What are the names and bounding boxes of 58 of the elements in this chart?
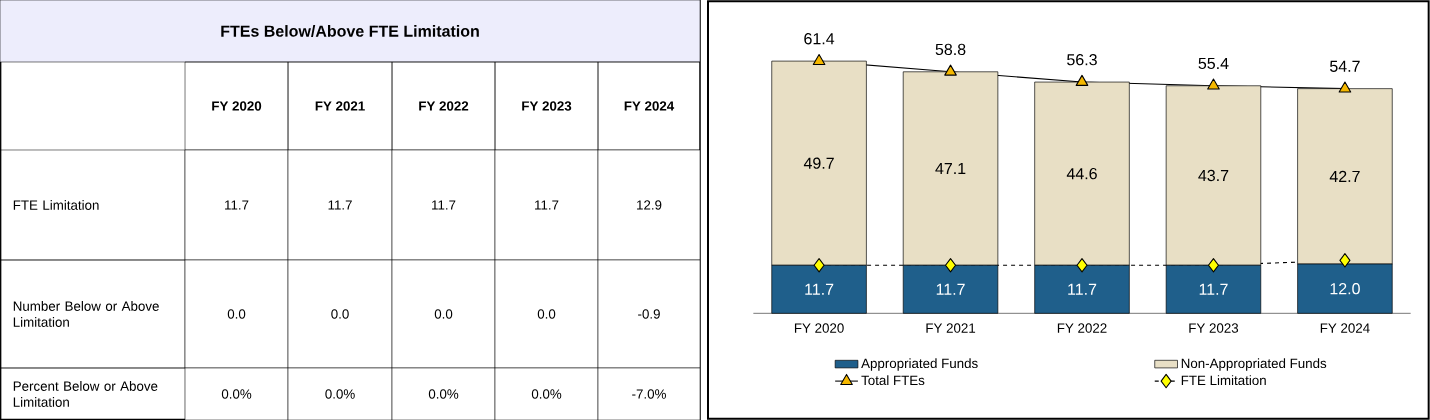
x-tick-label: FY 2022 bbox=[1057, 323, 1107, 333]
point bbox=[812, 53, 826, 65]
data-label: 43.7 bbox=[1198, 169, 1229, 182]
point bbox=[1076, 258, 1088, 273]
data-label: 44.6 bbox=[1066, 168, 1097, 180]
text: 0.0% bbox=[531, 389, 562, 399]
data-label: 55.4 bbox=[1198, 57, 1229, 70]
text: 0.0% bbox=[221, 389, 252, 399]
text: 0.0% bbox=[325, 389, 355, 399]
legend-label: Appropriated Funds bbox=[861, 358, 978, 371]
category-label: Number Below or Above Limitation bbox=[13, 301, 159, 327]
data-label: 11.7 bbox=[805, 283, 834, 295]
data-label: 11.7 bbox=[936, 283, 965, 295]
data-label: 11.7 bbox=[1199, 283, 1228, 295]
point bbox=[1207, 258, 1220, 273]
text: 0.0% bbox=[428, 389, 459, 399]
legend-label: Non-Appropriated Funds bbox=[1181, 358, 1327, 371]
text: -7.0% bbox=[632, 389, 666, 399]
point bbox=[1207, 78, 1220, 90]
text: 11.7 bbox=[328, 200, 352, 210]
legend-label: FTE Limitation bbox=[1181, 375, 1266, 386]
category-label: FY 2021 bbox=[315, 101, 365, 111]
x-tick-label: FY 2024 bbox=[1320, 323, 1370, 333]
category-label: FY 2022 bbox=[419, 101, 469, 111]
category-label: FY 2024 bbox=[624, 101, 675, 111]
point bbox=[1339, 253, 1351, 268]
point bbox=[944, 64, 957, 76]
data-label: 42.7 bbox=[1329, 170, 1360, 182]
data-label: 12.0 bbox=[1330, 283, 1360, 295]
x-tick-label: FY 2020 bbox=[794, 323, 844, 333]
point bbox=[1338, 81, 1352, 93]
data-label: 49.7 bbox=[803, 157, 834, 169]
point bbox=[1075, 74, 1089, 86]
data-label: 11.7 bbox=[1068, 283, 1097, 295]
text: 11.7 bbox=[535, 200, 559, 210]
data-label: 58.8 bbox=[935, 43, 966, 56]
text: 11.7 bbox=[432, 200, 456, 210]
data-label: 54.7 bbox=[1330, 60, 1360, 72]
text: 12.9 bbox=[637, 200, 662, 210]
text: FTEs Below/Above FTE Limitation bbox=[221, 25, 479, 37]
category-label: FY 2020 bbox=[212, 101, 262, 111]
legend-label: Total FTEs bbox=[861, 375, 925, 386]
category-label: FY 2023 bbox=[522, 101, 572, 111]
text: 0.0 bbox=[331, 309, 349, 319]
text: 0.0 bbox=[537, 309, 556, 319]
data-label: 47.1 bbox=[935, 163, 966, 175]
x-tick-label: FY 2021 bbox=[926, 323, 976, 333]
text: 0.0 bbox=[227, 309, 246, 319]
category-label: FTE Limitation bbox=[13, 200, 99, 210]
text: 11.7 bbox=[225, 200, 249, 210]
data-label: 61.4 bbox=[804, 33, 835, 45]
point bbox=[813, 258, 825, 273]
point bbox=[945, 258, 957, 273]
category-label: Percent Below or Above Limitation bbox=[13, 381, 158, 407]
text: 0.0 bbox=[434, 309, 453, 319]
x-tick-label: FY 2023 bbox=[1189, 323, 1239, 333]
data-label: 56.3 bbox=[1067, 54, 1097, 66]
text: -0.9 bbox=[638, 309, 660, 319]
